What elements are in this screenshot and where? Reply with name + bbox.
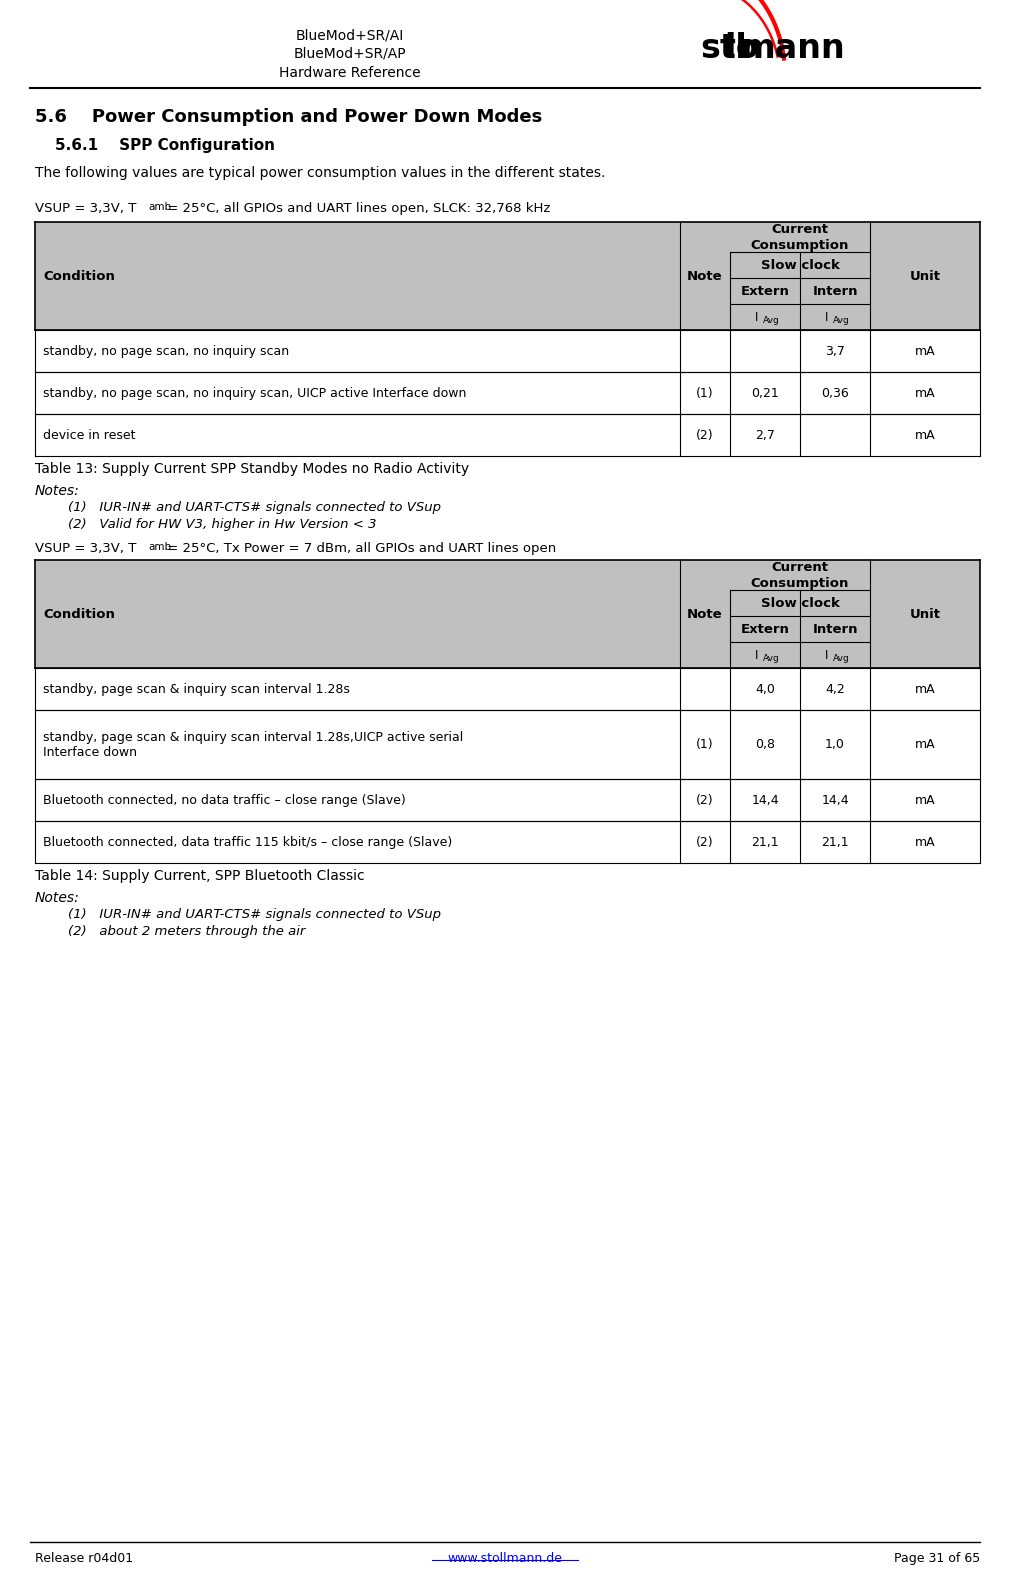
Text: 14,4: 14,4: [821, 793, 848, 806]
Text: I: I: [755, 310, 759, 323]
Text: I: I: [755, 649, 759, 661]
Text: mA: mA: [915, 345, 935, 358]
Text: Avg: Avg: [763, 315, 780, 324]
Text: (2): (2): [696, 836, 714, 849]
Text: mA: mA: [915, 793, 935, 806]
Text: = 25°C, Tx Power = 7 dBm, all GPIOs and UART lines open: = 25°C, Tx Power = 7 dBm, all GPIOs and …: [163, 542, 557, 555]
Text: Note: Note: [687, 607, 723, 620]
Text: amb: amb: [148, 542, 171, 552]
Text: (1): (1): [696, 738, 714, 750]
Text: ll: ll: [724, 32, 746, 65]
Text: 4,0: 4,0: [755, 682, 775, 695]
Text: sto: sto: [700, 32, 759, 65]
Bar: [35, 668, 980, 711]
Text: 21,1: 21,1: [821, 836, 848, 849]
Text: mA: mA: [915, 386, 935, 399]
Text: (1)   IUR-IN# and UART-CTS# signals connected to VSup: (1) IUR-IN# and UART-CTS# signals connec…: [68, 501, 441, 514]
Text: (1): (1): [696, 386, 714, 399]
Text: www.stollmann.de: www.stollmann.de: [447, 1552, 563, 1565]
Text: Slow clock: Slow clock: [761, 259, 839, 272]
Text: VSUP = 3,3V, T: VSUP = 3,3V, T: [35, 202, 136, 215]
Text: device in reset: device in reset: [43, 428, 135, 442]
Bar: [35, 822, 980, 863]
Text: mA: mA: [915, 682, 935, 695]
Text: Extern: Extern: [740, 285, 790, 297]
Text: (2)   Valid for HW V3, higher in Hw Version < 3: (2) Valid for HW V3, higher in Hw Versio…: [68, 518, 377, 531]
Text: Current
Consumption: Current Consumption: [750, 223, 849, 251]
Text: Slow clock: Slow clock: [761, 596, 839, 609]
Text: I: I: [825, 310, 828, 323]
Text: Table 14: Supply Current, SPP Bluetooth Classic: Table 14: Supply Current, SPP Bluetooth …: [35, 870, 365, 884]
Text: Release r04d01: Release r04d01: [35, 1552, 133, 1565]
Text: 4,2: 4,2: [825, 682, 845, 695]
Text: = 25°C, all GPIOs and UART lines open, SLCK: 32,768 kHz: = 25°C, all GPIOs and UART lines open, S…: [163, 202, 550, 215]
Bar: [35, 560, 980, 668]
Text: mann: mann: [740, 32, 844, 65]
Text: standby, page scan & inquiry scan interval 1.28s,UICP active serial
Interface do: standby, page scan & inquiry scan interv…: [43, 731, 464, 758]
Text: Hardware Reference: Hardware Reference: [279, 67, 421, 80]
Text: 21,1: 21,1: [751, 836, 779, 849]
Text: standby, no page scan, no inquiry scan: standby, no page scan, no inquiry scan: [43, 345, 289, 358]
Text: I: I: [825, 649, 828, 661]
Text: 5.6    Power Consumption and Power Down Modes: 5.6 Power Consumption and Power Down Mod…: [35, 108, 542, 126]
Text: 5.6.1    SPP Configuration: 5.6.1 SPP Configuration: [55, 138, 275, 153]
Text: Condition: Condition: [43, 607, 115, 620]
Text: mA: mA: [915, 836, 935, 849]
Text: Avg: Avg: [833, 653, 849, 663]
Text: Notes:: Notes:: [35, 892, 80, 905]
Bar: [35, 372, 980, 413]
Text: 1,0: 1,0: [825, 738, 845, 750]
Text: Avg: Avg: [833, 315, 849, 324]
Bar: [35, 779, 980, 822]
Text: 14,4: 14,4: [751, 793, 779, 806]
Text: Unit: Unit: [909, 607, 940, 620]
Text: Table 13: Supply Current SPP Standby Modes no Radio Activity: Table 13: Supply Current SPP Standby Mod…: [35, 463, 469, 475]
Text: (2): (2): [696, 428, 714, 442]
Bar: [35, 711, 980, 779]
Bar: [35, 413, 980, 456]
Text: (1)   IUR-IN# and UART-CTS# signals connected to VSup: (1) IUR-IN# and UART-CTS# signals connec…: [68, 908, 441, 921]
Text: mA: mA: [915, 738, 935, 750]
Text: Unit: Unit: [909, 269, 940, 283]
Text: Note: Note: [687, 269, 723, 283]
Text: Avg: Avg: [763, 653, 780, 663]
Text: standby, page scan & inquiry scan interval 1.28s: standby, page scan & inquiry scan interv…: [43, 682, 349, 695]
Text: Bluetooth connected, data traffic 115 kbit/s – close range (Slave): Bluetooth connected, data traffic 115 kb…: [43, 836, 452, 849]
Text: Extern: Extern: [740, 623, 790, 636]
Text: mA: mA: [915, 428, 935, 442]
Text: Current
Consumption: Current Consumption: [750, 561, 849, 590]
Text: The following values are typical power consumption values in the different state: The following values are typical power c…: [35, 165, 605, 180]
Text: BlueMod+SR/AI: BlueMod+SR/AI: [296, 29, 404, 41]
Text: 0,36: 0,36: [821, 386, 848, 399]
Bar: [35, 331, 980, 372]
Text: standby, no page scan, no inquiry scan, UICP active Interface down: standby, no page scan, no inquiry scan, …: [43, 386, 467, 399]
Text: Intern: Intern: [812, 623, 857, 636]
Text: amb: amb: [148, 202, 171, 211]
Bar: [35, 223, 980, 331]
Text: Bluetooth connected, no data traffic – close range (Slave): Bluetooth connected, no data traffic – c…: [43, 793, 406, 806]
Text: (2): (2): [696, 793, 714, 806]
Text: Intern: Intern: [812, 285, 857, 297]
Text: 3,7: 3,7: [825, 345, 845, 358]
Text: VSUP = 3,3V, T: VSUP = 3,3V, T: [35, 542, 136, 555]
Text: Condition: Condition: [43, 269, 115, 283]
Text: (2)   about 2 meters through the air: (2) about 2 meters through the air: [68, 925, 305, 938]
Text: Notes:: Notes:: [35, 483, 80, 498]
Text: BlueMod+SR/AP: BlueMod+SR/AP: [294, 46, 406, 60]
Text: Page 31 of 65: Page 31 of 65: [894, 1552, 980, 1565]
Text: 2,7: 2,7: [755, 428, 775, 442]
Text: 0,8: 0,8: [755, 738, 775, 750]
Text: 0,21: 0,21: [751, 386, 779, 399]
